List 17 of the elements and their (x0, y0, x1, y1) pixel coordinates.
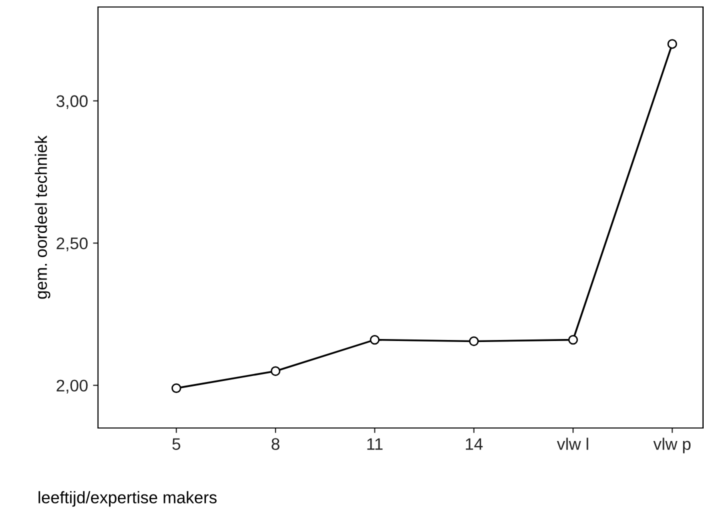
point (171, 383, 182, 394)
y-tick-label: 3,00 (56, 95, 88, 110)
x-tick-label: 11 (367, 438, 383, 450)
point (469, 336, 479, 346)
x-axis-title: leeftijd/expertise makers (38, 491, 217, 507)
y-tick-label: 2,00 (56, 380, 88, 394)
point (370, 334, 380, 345)
y-tick-label: 2,50 (56, 238, 88, 252)
y-axis-title: gem. oordeel techniek (34, 135, 50, 299)
x-tick-label: 8 (272, 438, 280, 450)
x-tick-label: vlw p (653, 438, 691, 454)
point (270, 366, 280, 376)
x-tick-label: 5 (172, 438, 180, 450)
point (568, 334, 578, 345)
point (667, 39, 678, 49)
x-tick-label: vlw l (556, 438, 588, 450)
x-tick-label: 14 (466, 438, 483, 450)
